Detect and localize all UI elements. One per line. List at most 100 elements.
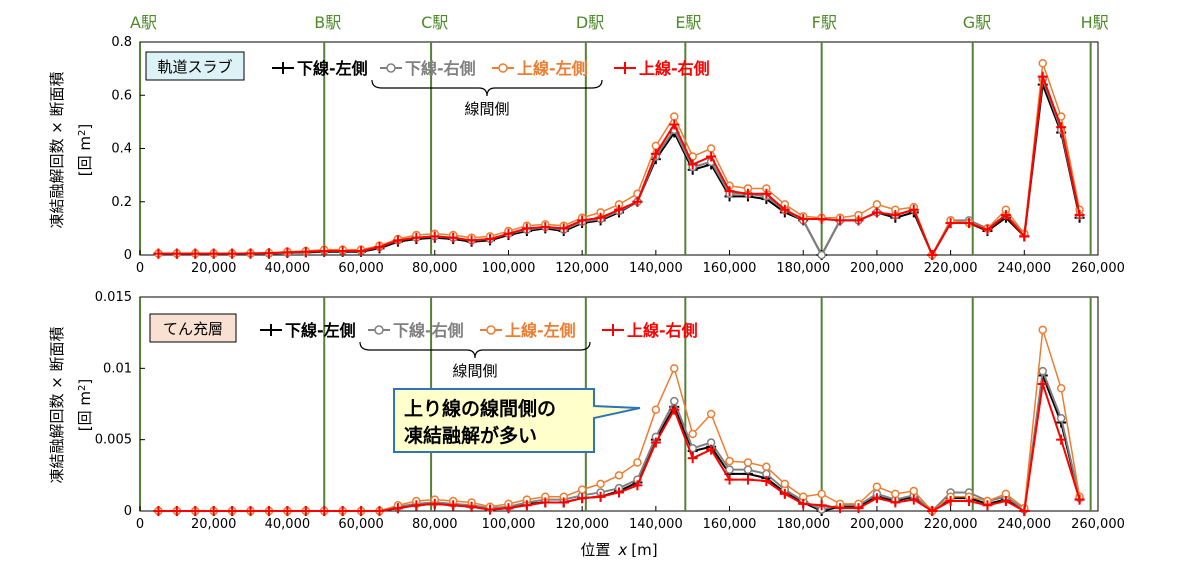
y-axis-label: 凍結融解回数 × 断面積: [48, 326, 66, 483]
data-point: [1056, 122, 1067, 133]
data-point: [835, 215, 846, 226]
series-line: [158, 84, 1081, 258]
data-point: [227, 248, 238, 259]
data-point: [1000, 496, 1011, 507]
x-tick-label: 100,000: [482, 517, 536, 532]
data-point: [872, 200, 882, 209]
data-point: [982, 500, 993, 511]
panel-track-slab: 0 0.2 0.4 0.6 0.8 0 20,000 40,000 60,000 80,000 1…: [48, 35, 1125, 276]
data-point: [356, 506, 367, 516]
series-line: [158, 63, 1081, 257]
data-point: [300, 246, 311, 257]
x-tick-label: 200,000: [850, 261, 904, 276]
x-tick-label: 260,000: [1071, 517, 1125, 532]
station-label: A駅: [130, 13, 157, 32]
data-point: [503, 503, 514, 514]
data-point: [706, 444, 717, 455]
data-point: [521, 500, 532, 511]
legend-label: 上線-右側: [627, 321, 698, 340]
data-point: [208, 248, 219, 259]
data-point: [614, 471, 624, 480]
callout-text-line1: 上り線の線間側の: [404, 397, 556, 420]
y-tick-label: 0.2: [111, 195, 132, 210]
data-point: [890, 497, 901, 508]
legend-label: 上線-左側: [517, 59, 588, 78]
station-label: F駅: [812, 13, 837, 32]
data-point: [835, 503, 846, 514]
data-point: [540, 222, 551, 233]
data-point: [1019, 506, 1030, 516]
data-point: [153, 248, 164, 259]
legend-brace: [359, 341, 591, 359]
data-point: [743, 458, 753, 467]
station-label: G駅: [963, 13, 991, 32]
data-point: [1038, 59, 1047, 68]
x-axis-ticks: 0 20,000 40,000 60,000 80,000 100,000 120,000 1…: [136, 506, 1125, 532]
data-point: [945, 218, 956, 229]
data-point: [595, 491, 606, 502]
data-point: [1074, 494, 1085, 505]
x-tick-label: 0: [136, 517, 144, 532]
legend-item: 上線-右側: [602, 321, 698, 340]
data-point: [429, 231, 440, 242]
legend-label: 下線-右側: [405, 59, 476, 78]
station-label: D駅: [576, 13, 604, 32]
data-point: [503, 228, 514, 239]
data-point: [908, 494, 919, 505]
station-label: B駅: [314, 13, 341, 32]
data-point: [779, 204, 790, 215]
data-point: [521, 223, 532, 234]
data-point: [319, 506, 330, 516]
series-4: [153, 71, 1085, 260]
x-tick-label: 0: [136, 261, 144, 276]
data-point: [190, 248, 201, 259]
data-point: [1037, 379, 1048, 390]
panel-label: 軌道スラブ: [157, 58, 232, 76]
x-tick-label: 120,000: [555, 517, 609, 532]
data-point: [337, 246, 348, 257]
data-point: [725, 456, 734, 466]
data-point: [190, 506, 201, 516]
x-tick-label: 20,000: [191, 517, 237, 532]
data-point: [725, 465, 734, 474]
data-point: [558, 223, 569, 234]
data-point: [687, 453, 698, 464]
data-point: [577, 215, 588, 226]
data-point: [171, 248, 182, 259]
data-point: [762, 462, 771, 472]
data-point: [780, 479, 790, 489]
series-line: [158, 76, 1081, 258]
data-point: [779, 488, 790, 499]
data-point: [411, 500, 422, 511]
x-tick-label: 80,000: [412, 261, 458, 276]
legend-item: 下線-左側: [260, 321, 356, 340]
x-tick-label: 180,000: [776, 517, 830, 532]
station-labels: A駅 B駅 C駅 D駅 E駅 F駅 G駅 H駅: [130, 13, 1109, 32]
data-point: [891, 489, 900, 499]
legend-brace: [371, 79, 603, 97]
data-point: [650, 148, 661, 159]
series-group: [153, 59, 1085, 260]
y-axis-unit: [回 m2]: [76, 379, 94, 431]
data-point: [761, 476, 772, 487]
data-point: [540, 497, 551, 508]
data-point: [1056, 414, 1066, 423]
data-point: [448, 232, 459, 243]
data-point: [871, 493, 882, 504]
legend-group-label: 線間側: [452, 362, 497, 380]
panel-label-box: [145, 51, 245, 81]
data-point: [669, 119, 680, 130]
data-point: [614, 487, 624, 498]
data-point: [650, 437, 661, 448]
data-point: [392, 235, 403, 246]
y-tick-label: 0.4: [111, 142, 132, 157]
data-point: [485, 504, 496, 515]
data-point: [798, 214, 809, 225]
y-axis-label: 凍結融解回数 × 断面積: [48, 71, 66, 228]
data-point: [1037, 71, 1048, 82]
series-line: [158, 78, 1081, 258]
y-tick-label: 0.005: [95, 433, 132, 448]
legend-item: 下線-左側: [272, 59, 368, 78]
